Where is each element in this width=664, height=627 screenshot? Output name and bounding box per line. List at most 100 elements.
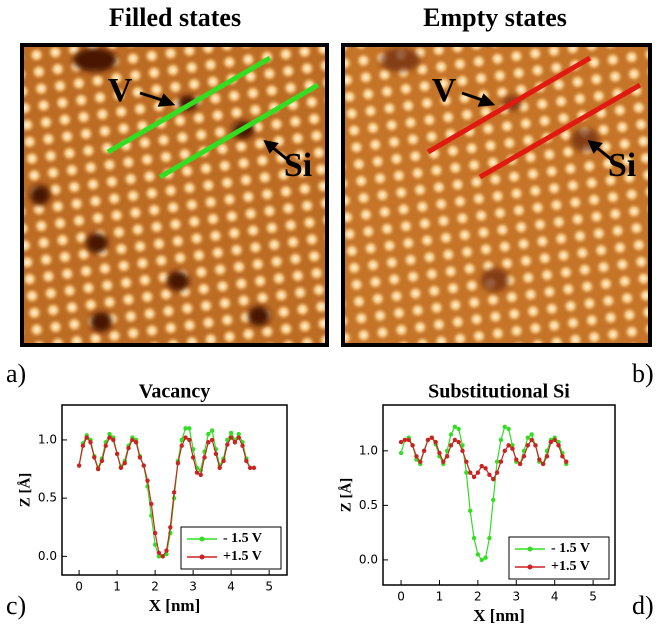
x-tick-label: 1 — [113, 580, 121, 594]
data-point — [126, 445, 131, 451]
data-point — [494, 470, 500, 475]
data-point — [156, 550, 162, 556]
data-point — [232, 440, 238, 445]
data-point — [209, 437, 215, 443]
data-point — [88, 440, 93, 445]
data-point — [479, 463, 484, 469]
data-point — [187, 426, 192, 431]
data-point — [406, 437, 411, 443]
data-point — [483, 555, 488, 560]
x-tick-label: 1 — [436, 590, 444, 604]
data-point — [114, 451, 120, 457]
legend-label: +1.5 V — [551, 559, 590, 574]
data-point — [202, 455, 207, 460]
data-point — [160, 554, 165, 559]
data-point — [471, 474, 477, 480]
data-point — [456, 439, 461, 445]
chart-title: Vacancy — [139, 381, 210, 403]
data-point — [213, 451, 219, 457]
panel-title: Filled states — [109, 3, 241, 32]
data-point — [402, 437, 408, 443]
legend-label: - 1.5 V — [551, 541, 590, 556]
x-tick-label: 3 — [189, 580, 197, 594]
data-point — [236, 431, 241, 437]
chart-title: Substitutional Si — [428, 381, 570, 403]
data-point — [475, 552, 481, 557]
data-point — [209, 428, 215, 433]
data-point — [548, 439, 554, 445]
data-point — [221, 458, 226, 464]
data-point — [525, 443, 531, 448]
data-point — [225, 437, 230, 443]
data-point — [510, 443, 515, 448]
data-point — [103, 443, 108, 448]
image-frame — [341, 43, 652, 347]
data-point — [217, 465, 222, 471]
y-axis-label: Z [Å] — [338, 478, 354, 513]
y-tick-label: 1.0 — [359, 443, 378, 457]
data-point — [494, 459, 500, 464]
data-point — [444, 454, 450, 459]
legend-box — [508, 536, 610, 580]
x-tick-label: 0 — [397, 590, 405, 604]
data-point — [228, 430, 234, 436]
data-point — [183, 435, 188, 440]
legend-swatch-dot — [527, 546, 533, 552]
x-axis-label: X [nm] — [473, 606, 524, 625]
arrows — [139, 91, 613, 162]
data-point — [560, 454, 565, 459]
data-point — [471, 535, 477, 541]
panel-label: d) — [632, 591, 654, 620]
marker-label: Si — [608, 147, 636, 184]
data-point — [429, 435, 434, 440]
data-point — [190, 455, 196, 460]
marker-label: V — [432, 72, 457, 109]
data-point — [529, 437, 534, 443]
data-point — [552, 437, 557, 443]
y-tick-label: 0.0 — [359, 552, 378, 566]
data-point — [247, 465, 253, 471]
data-point — [475, 470, 481, 475]
scan-lines — [106, 55, 642, 180]
data-point — [92, 455, 97, 460]
x-tick-label: 4 — [227, 580, 235, 594]
panel-title: Empty states — [423, 3, 567, 32]
y-tick-label: 0.5 — [38, 491, 57, 505]
data-point — [464, 470, 469, 475]
x-tick-label: 0 — [75, 580, 83, 594]
data-point — [498, 437, 504, 443]
data-point — [141, 463, 146, 468]
data-point — [433, 439, 438, 445]
data-point — [236, 435, 241, 440]
data-point — [418, 459, 423, 464]
data-point — [111, 437, 116, 443]
data-point — [145, 478, 150, 483]
data-point — [107, 435, 112, 440]
data-point — [487, 472, 492, 478]
data-point — [514, 457, 519, 462]
marker-label: V — [108, 72, 133, 109]
data-point — [228, 435, 234, 440]
stm-image-b — [343, 45, 650, 345]
data-point — [152, 542, 158, 547]
legend-swatch-dot — [527, 564, 533, 570]
data-point — [544, 454, 550, 459]
x-tick-label: 4 — [551, 590, 559, 604]
data-point — [460, 448, 465, 454]
data-point — [448, 432, 454, 437]
data-point — [99, 458, 105, 464]
series-line — [400, 436, 567, 481]
data-point — [506, 443, 511, 448]
data-point — [251, 465, 257, 471]
data-point — [452, 437, 458, 443]
data-point — [441, 459, 446, 464]
data-point — [244, 458, 249, 464]
x-tick-label: 3 — [512, 590, 520, 604]
image-frame — [20, 43, 329, 347]
legend-swatch-dot — [199, 554, 205, 560]
data-point — [175, 461, 181, 466]
data-point — [525, 435, 531, 440]
legend-box — [180, 526, 282, 570]
data-point — [467, 470, 473, 475]
